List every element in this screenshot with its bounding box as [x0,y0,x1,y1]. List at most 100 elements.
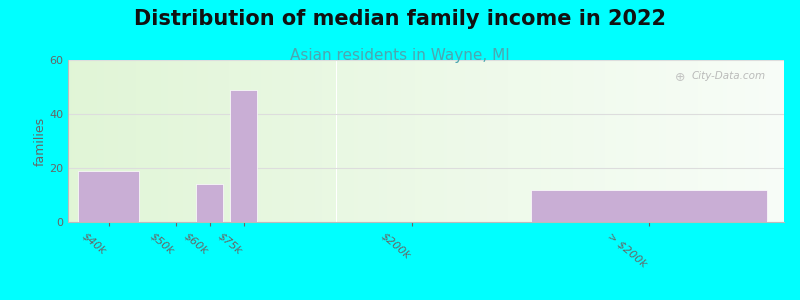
Bar [107,60,111,222]
Bar [738,60,741,222]
Bar [398,60,401,222]
Bar [670,60,673,222]
Bar [326,60,330,222]
Bar [204,60,208,222]
Bar [419,60,422,222]
Bar [648,60,651,222]
Bar [78,171,139,222]
Bar [551,60,555,222]
Bar [630,60,634,222]
Bar [369,60,372,222]
Bar [651,60,655,222]
Bar [583,60,587,222]
Bar [748,60,752,222]
Bar [569,60,573,222]
Bar [515,60,519,222]
Bar [580,60,583,222]
Bar [562,60,566,222]
Bar [730,60,734,222]
Bar [433,60,437,222]
Bar [694,60,698,222]
Bar [265,60,269,222]
Bar [716,60,719,222]
Bar [426,60,430,222]
Bar [680,60,684,222]
Bar [354,60,358,222]
Bar [498,60,501,222]
Bar [146,60,150,222]
Bar [301,60,304,222]
Bar [318,60,322,222]
Bar [505,60,508,222]
Bar [114,60,118,222]
Bar [673,60,677,222]
Bar [197,60,201,222]
Bar [304,60,308,222]
Bar [548,60,551,222]
Bar [100,60,104,222]
Bar [211,60,214,222]
Bar [262,60,265,222]
Bar [122,60,126,222]
Bar [726,60,730,222]
Bar [619,60,623,222]
Bar [297,60,301,222]
Bar [294,60,297,222]
Bar [480,60,483,222]
Bar [276,60,279,222]
Bar [308,60,311,222]
Bar [394,60,398,222]
Bar [175,60,179,222]
Text: Asian residents in Wayne, MI: Asian residents in Wayne, MI [290,48,510,63]
Bar [322,60,326,222]
Bar [644,60,648,222]
Bar [247,60,250,222]
Bar [330,60,333,222]
Bar [82,60,86,222]
Bar [236,60,240,222]
Bar [143,60,146,222]
Bar [770,60,774,222]
Bar [208,60,211,222]
Bar [240,60,243,222]
Bar [684,60,687,222]
Bar [250,60,254,222]
Bar [512,60,515,222]
Bar [190,60,194,222]
Bar [702,60,706,222]
Bar [405,60,408,222]
Bar [311,60,315,222]
Bar [774,60,777,222]
Bar [590,60,594,222]
Bar [315,60,318,222]
Bar [573,60,576,222]
Bar [218,60,222,222]
Bar [90,60,93,222]
Bar [186,60,190,222]
Bar [444,60,447,222]
Bar [781,60,784,222]
Bar [78,60,82,222]
Bar [526,60,530,222]
Bar [687,60,691,222]
Bar [677,60,680,222]
Bar [530,60,534,222]
Bar [483,60,487,222]
Bar [86,60,90,222]
Bar [390,60,394,222]
Bar [408,60,412,222]
Bar [233,60,236,222]
Bar [462,60,466,222]
Bar [430,60,433,222]
Bar [286,60,290,222]
Bar [658,60,662,222]
Bar [150,60,154,222]
Bar [136,60,139,222]
Bar [372,60,376,222]
Bar [766,60,770,222]
Bar [706,60,709,222]
Bar [476,60,480,222]
Text: Distribution of median family income in 2022: Distribution of median family income in … [134,9,666,29]
Bar [383,60,386,222]
Bar [386,60,390,222]
